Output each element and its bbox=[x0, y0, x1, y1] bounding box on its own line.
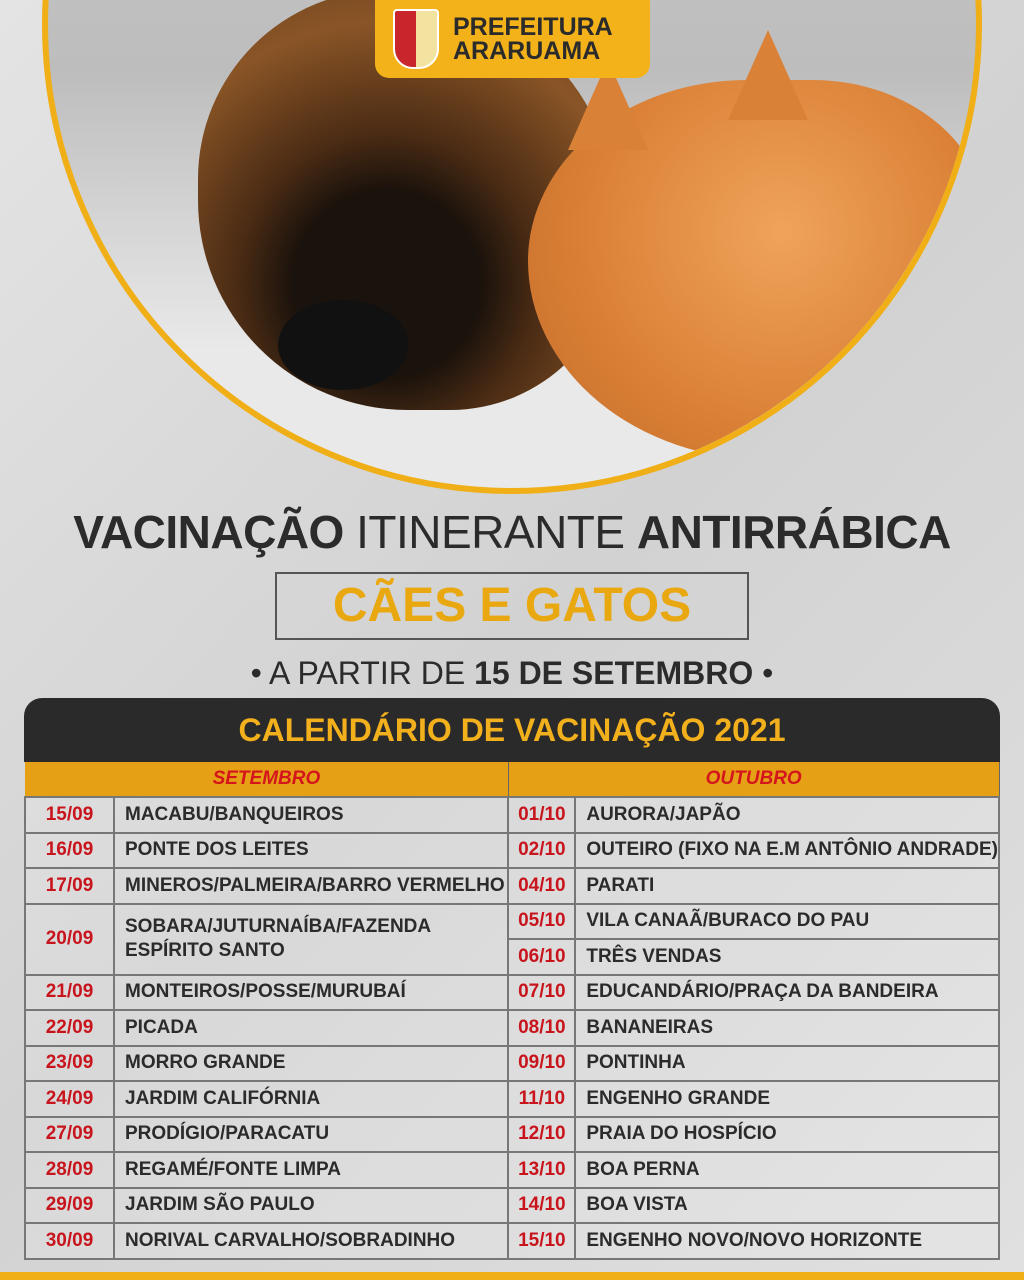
place-cell: EDUCANDÁRIO/PRAÇA DA BANDEIRA bbox=[574, 973, 1000, 1011]
table-row: 27/09 PRODÍGIO/PARACATU 12/10 PRAIA DO HOSP… bbox=[24, 1115, 1000, 1153]
title-part3: ANTIRRÁBICA bbox=[636, 506, 951, 558]
place-cell: MORRO GRANDE bbox=[112, 1044, 510, 1082]
date-cell: 04/10 bbox=[507, 867, 577, 905]
vaccination-calendar: CALENDÁRIO DE VACINAÇÃO 2021 SETEMBRO OU… bbox=[24, 698, 1000, 1260]
date-cell: 07/10 bbox=[507, 973, 577, 1011]
dog-nose bbox=[278, 300, 408, 390]
date-cell: 23/09 bbox=[24, 1044, 115, 1082]
date-cell: 06/10 bbox=[507, 938, 577, 976]
table-row: 23/09 MORRO GRANDE 09/10 PONTINHA bbox=[24, 1044, 1000, 1082]
date-cell: 22/09 bbox=[24, 1009, 115, 1047]
date-cell: 15/10 bbox=[507, 1222, 577, 1260]
table-row: 15/09 MACABU/BANQUEIROS 01/10 AURORA/JAPÃO bbox=[24, 796, 1000, 834]
place-cell: PRAIA DO HOSPÍCIO bbox=[574, 1115, 1000, 1153]
date-cell: 13/10 bbox=[507, 1151, 577, 1189]
table-row: 29/09 JARDIM SÃO PAULO 14/10 BOA VISTA bbox=[24, 1186, 1000, 1224]
place-cell: MONTEIROS/POSSE/MURUBAÍ bbox=[112, 973, 510, 1011]
place-cell: ENGENHO NOVO/NOVO HORIZONTE bbox=[574, 1222, 1000, 1260]
place-cell: BOA PERNA bbox=[574, 1151, 1000, 1189]
date-cell: 15/09 bbox=[24, 796, 115, 834]
table-row: 06/10 TRÊS VENDAS bbox=[25, 938, 1000, 976]
table-row: 30/09 NORIVAL CARVALHO/SOBRADINHO 15/10 ENG… bbox=[24, 1222, 1000, 1260]
place-cell: PRODÍGIO/PARACATU bbox=[112, 1115, 510, 1153]
place-cell: OUTEIRO (FIXO NA E.M ANTÔNIO ANDRADE) bbox=[574, 831, 1000, 869]
title-part1: VACINAÇÃO bbox=[73, 506, 344, 558]
calendar-title: CALENDÁRIO DE VACINAÇÃO 2021 bbox=[24, 698, 1000, 762]
date-cell: 29/09 bbox=[24, 1186, 115, 1224]
date-cell: 05/10 bbox=[507, 902, 577, 940]
date-cell: 28/09 bbox=[24, 1151, 115, 1189]
date-cell: 11/10 bbox=[507, 1080, 577, 1118]
page-title: VACINAÇÃO ITINERANTE ANTIRRÁBICA bbox=[0, 505, 1024, 559]
place-cell: REGAMÉ/FONTE LIMPA bbox=[112, 1151, 510, 1189]
place-cell: PICADA bbox=[112, 1009, 510, 1047]
date-cell: 30/09 bbox=[24, 1222, 115, 1260]
table-row: 21/09 MONTEIROS/POSSE/MURUBAÍ 07/10 EDUCAND… bbox=[24, 973, 1000, 1011]
subtitle-date: 15 DE SETEMBRO bbox=[474, 655, 754, 691]
date-cell: 12/10 bbox=[507, 1115, 577, 1153]
date-cell: 20/09 bbox=[24, 902, 115, 976]
date-cell: 21/09 bbox=[24, 973, 115, 1011]
place-cell: PARATI bbox=[574, 867, 1000, 905]
place-cell: VILA CANAÃ/BURACO DO PAU bbox=[574, 902, 1000, 940]
table-row: 28/09 REGAMÉ/FONTE LIMPA 13/10 BOA PERNA bbox=[24, 1151, 1000, 1189]
place-cell: SOBARA/JUTURNAÍBA/FAZENDA ESPÍRITO SANTO bbox=[112, 902, 510, 976]
month-header: OUTUBRO bbox=[508, 762, 1000, 797]
title-part2: ITINERANTE bbox=[356, 506, 625, 558]
table-row: 20/09 SOBARA/JUTURNAÍBA/FAZENDA ESPÍRITO … bbox=[24, 902, 1000, 976]
place-cell: JARDIM SÃO PAULO bbox=[112, 1186, 510, 1224]
place-cell: PONTINHA bbox=[574, 1044, 1000, 1082]
table-row: 24/09 JARDIM CALIFÓRNIA 11/10 ENGENHO GRAND… bbox=[24, 1080, 1000, 1118]
place-cell: JARDIM CALIFÓRNIA bbox=[112, 1080, 510, 1118]
place-cell: BANANEIRAS bbox=[574, 1009, 1000, 1047]
highlight-box: CÃES E GATOS bbox=[275, 572, 749, 640]
bottom-bar bbox=[0, 1272, 1024, 1280]
subtitle: • A PARTIR DE 15 DE SETEMBRO • bbox=[0, 655, 1024, 692]
place-cell: ENGENHO GRANDE bbox=[574, 1080, 1000, 1118]
logo-line2: ARARUAMA bbox=[453, 37, 601, 65]
date-cell: 09/10 bbox=[507, 1044, 577, 1082]
table-row: 22/09 PICADA 08/10 BANANEIRAS bbox=[24, 1009, 1000, 1047]
month-header: SETEMBRO bbox=[25, 762, 509, 797]
date-cell: 27/09 bbox=[24, 1115, 115, 1153]
date-cell: 14/10 bbox=[507, 1186, 577, 1224]
place-cell: NORIVAL CARVALHO/SOBRADINHO bbox=[112, 1222, 510, 1260]
place-cell: MINEROS/PALMEIRA/BARRO VERMELHO bbox=[112, 867, 510, 905]
place-cell: AURORA/JAPÃO bbox=[574, 796, 1000, 834]
date-cell: 01/10 bbox=[507, 796, 577, 834]
place-cell: BOA VISTA bbox=[574, 1186, 1000, 1224]
place-cell: TRÊS VENDAS bbox=[574, 938, 1000, 976]
prefeitura-logo: PREFEITURA ARARUAMA bbox=[375, 0, 650, 78]
subtitle-suffix: • bbox=[762, 655, 774, 691]
date-cell: 08/10 bbox=[507, 1009, 577, 1047]
calendar-table: SETEMBRO OUTUBRO 15/09 MACABU/BANQUEIROS 0… bbox=[24, 762, 1000, 1260]
date-cell: 16/09 bbox=[24, 831, 115, 869]
cat-ear bbox=[728, 30, 808, 120]
place-cell: MACABU/BANQUEIROS bbox=[112, 796, 510, 834]
logo-line1: PREFEITURA bbox=[453, 13, 613, 41]
table-row: 16/09 PONTE DOS LEITES 02/10 OUTEIRO (FIXO … bbox=[24, 831, 1000, 869]
table-row: 17/09 MINEROS/PALMEIRA/BARRO VERMELHO 04/1… bbox=[24, 867, 1000, 905]
date-cell: 24/09 bbox=[24, 1080, 115, 1118]
coat-of-arms-icon bbox=[393, 9, 439, 69]
subtitle-prefix: • A PARTIR DE bbox=[250, 655, 466, 691]
date-cell: 02/10 bbox=[507, 831, 577, 869]
date-cell: 17/09 bbox=[24, 867, 115, 905]
place-cell: PONTE DOS LEITES bbox=[112, 831, 510, 869]
